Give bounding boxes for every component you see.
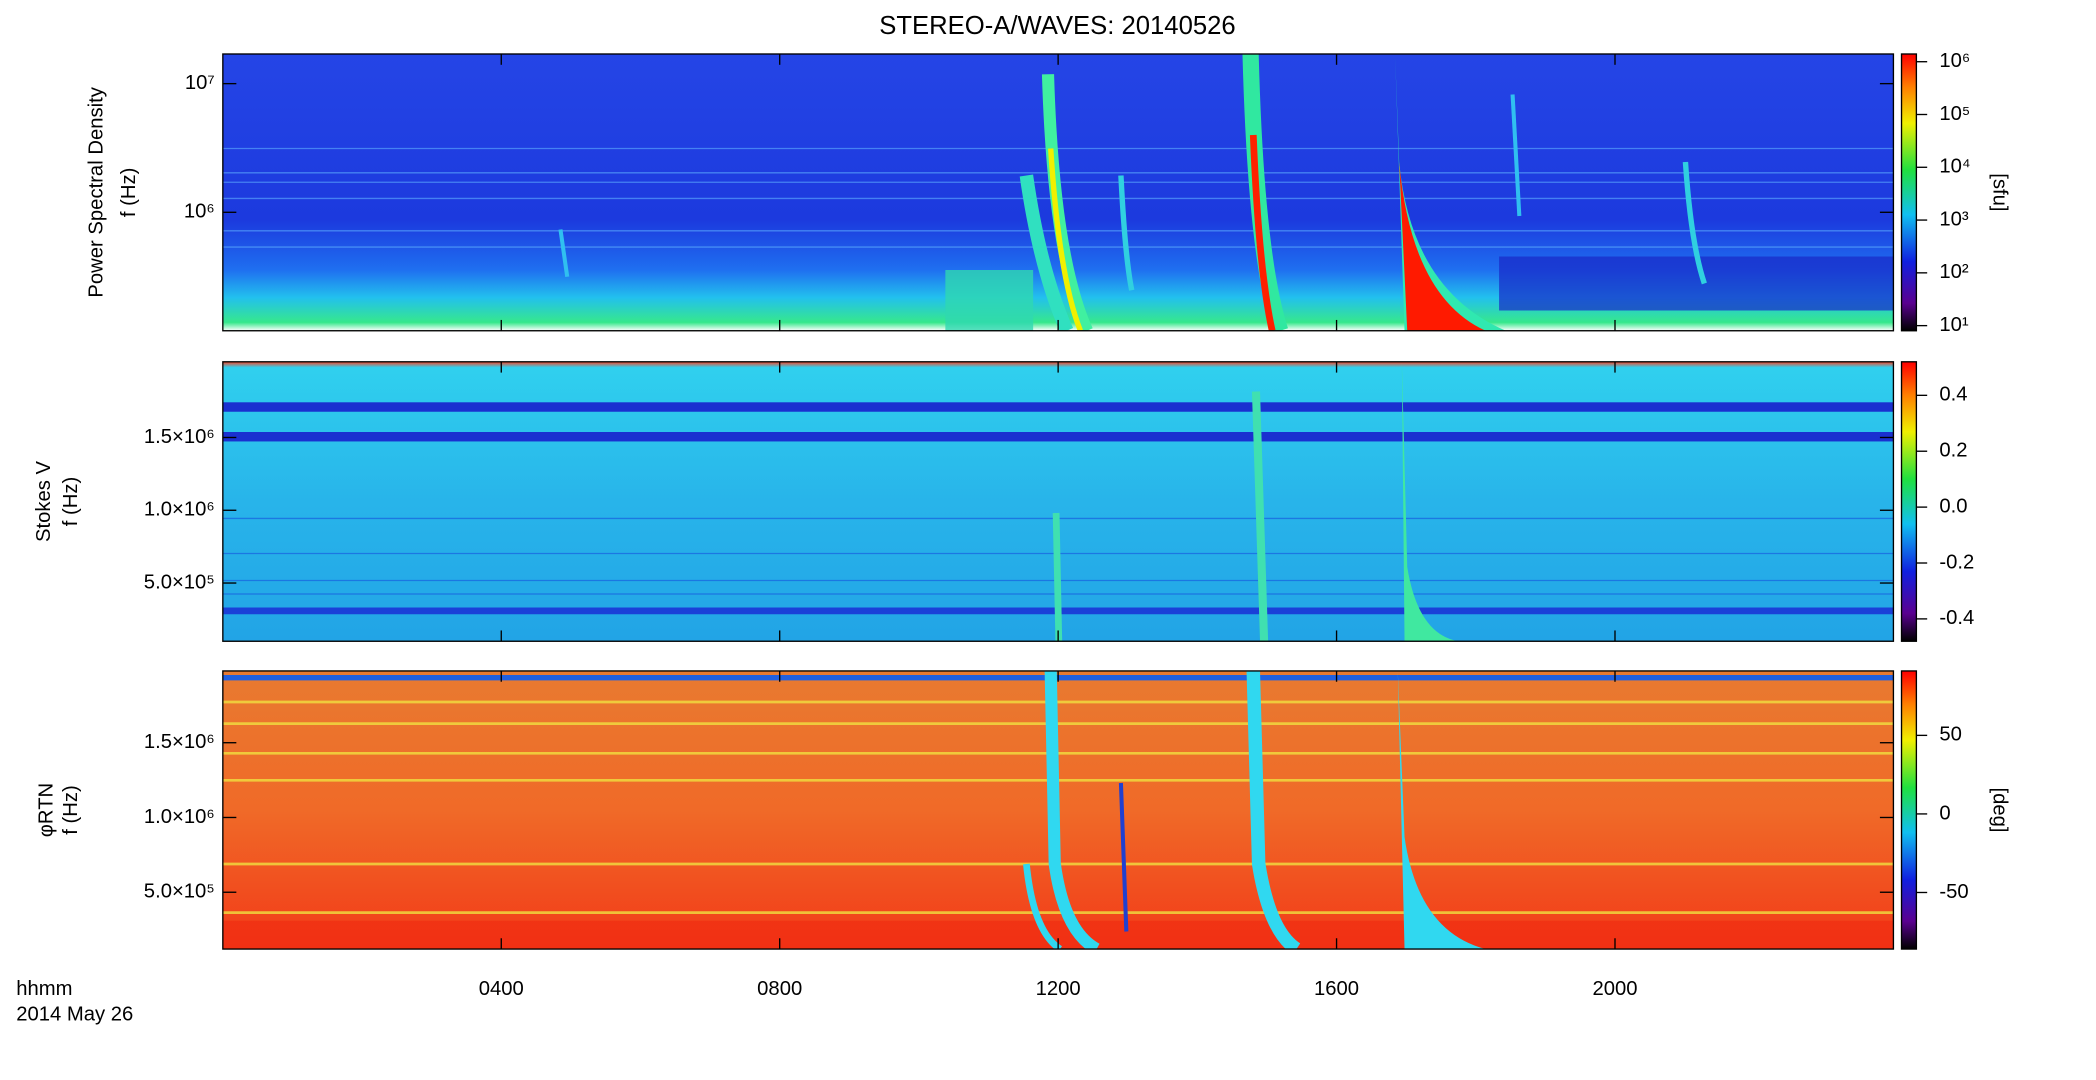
- colorbar-tick-label: 10²: [1939, 261, 1969, 283]
- x-tick-label: 1600: [1314, 978, 1359, 1000]
- burst-features: [222, 361, 1894, 642]
- x-tick-label: 0400: [479, 978, 524, 1000]
- y-axis-label: φRTN: [36, 783, 58, 837]
- colorbar-tick-label: 0.2: [1939, 440, 1967, 462]
- burst-features: [222, 54, 1894, 331]
- colorbar-tick-label: 10¹: [1939, 314, 1969, 336]
- colorbar-tick-label: -0.4: [1939, 607, 1974, 629]
- y-axis-label: Power Spectral Density: [86, 86, 108, 297]
- y-axis-label: Stokes V: [33, 461, 55, 543]
- colorbar-tick-label: 0: [1939, 802, 1950, 824]
- x-tick-label: 2000: [1592, 978, 1637, 1000]
- y-axis-label: f (Hz): [60, 477, 82, 526]
- y-tick-label: 5.0×10⁵: [144, 881, 215, 903]
- y-tick-label: 1.5×10⁶: [144, 731, 215, 753]
- colorbar: [1900, 53, 1918, 332]
- colorbar-tick-label: -50: [1939, 881, 1968, 903]
- y-tick-label: 5.0×10⁵: [144, 571, 215, 593]
- x-tick-label: 1200: [1036, 978, 1081, 1000]
- y-axis-label: f (Hz): [118, 168, 140, 217]
- colorbar-tick-label: -0.2: [1939, 551, 1974, 573]
- colorbar-tick-label: 10⁶: [1939, 50, 1970, 72]
- x-axis-label: hhmm: [16, 978, 72, 1000]
- chart-title: STEREO-A/WAVES: 20140526: [879, 12, 1235, 40]
- colorbar: [1900, 361, 1918, 642]
- y-tick-label: 1.0×10⁶: [144, 806, 215, 828]
- colorbar-label: [sfu]: [1988, 173, 2010, 211]
- colorbar: [1900, 670, 1918, 950]
- colorbar-label: [deg]: [1988, 787, 2010, 832]
- y-tick-label: 10⁷: [185, 72, 215, 94]
- colorbar-tick-label: 0.4: [1939, 384, 1967, 406]
- x-axis-label: 2014 May 26: [16, 1004, 133, 1026]
- y-axis-label: f (Hz): [60, 785, 82, 834]
- colorbar-tick-label: 0.0: [1939, 495, 1967, 517]
- y-tick-label: 1.5×10⁶: [144, 426, 215, 448]
- colorbar-tick-label: 10³: [1939, 208, 1969, 230]
- x-tick-label: 0800: [757, 978, 802, 1000]
- colorbar-tick-label: 10⁴: [1939, 156, 1970, 178]
- colorbar-tick-label: 50: [1939, 724, 1962, 746]
- y-tick-label: 1.0×10⁶: [144, 499, 215, 521]
- colorbar-tick-label: 10⁵: [1939, 103, 1970, 125]
- y-tick-label: 10⁶: [184, 201, 215, 223]
